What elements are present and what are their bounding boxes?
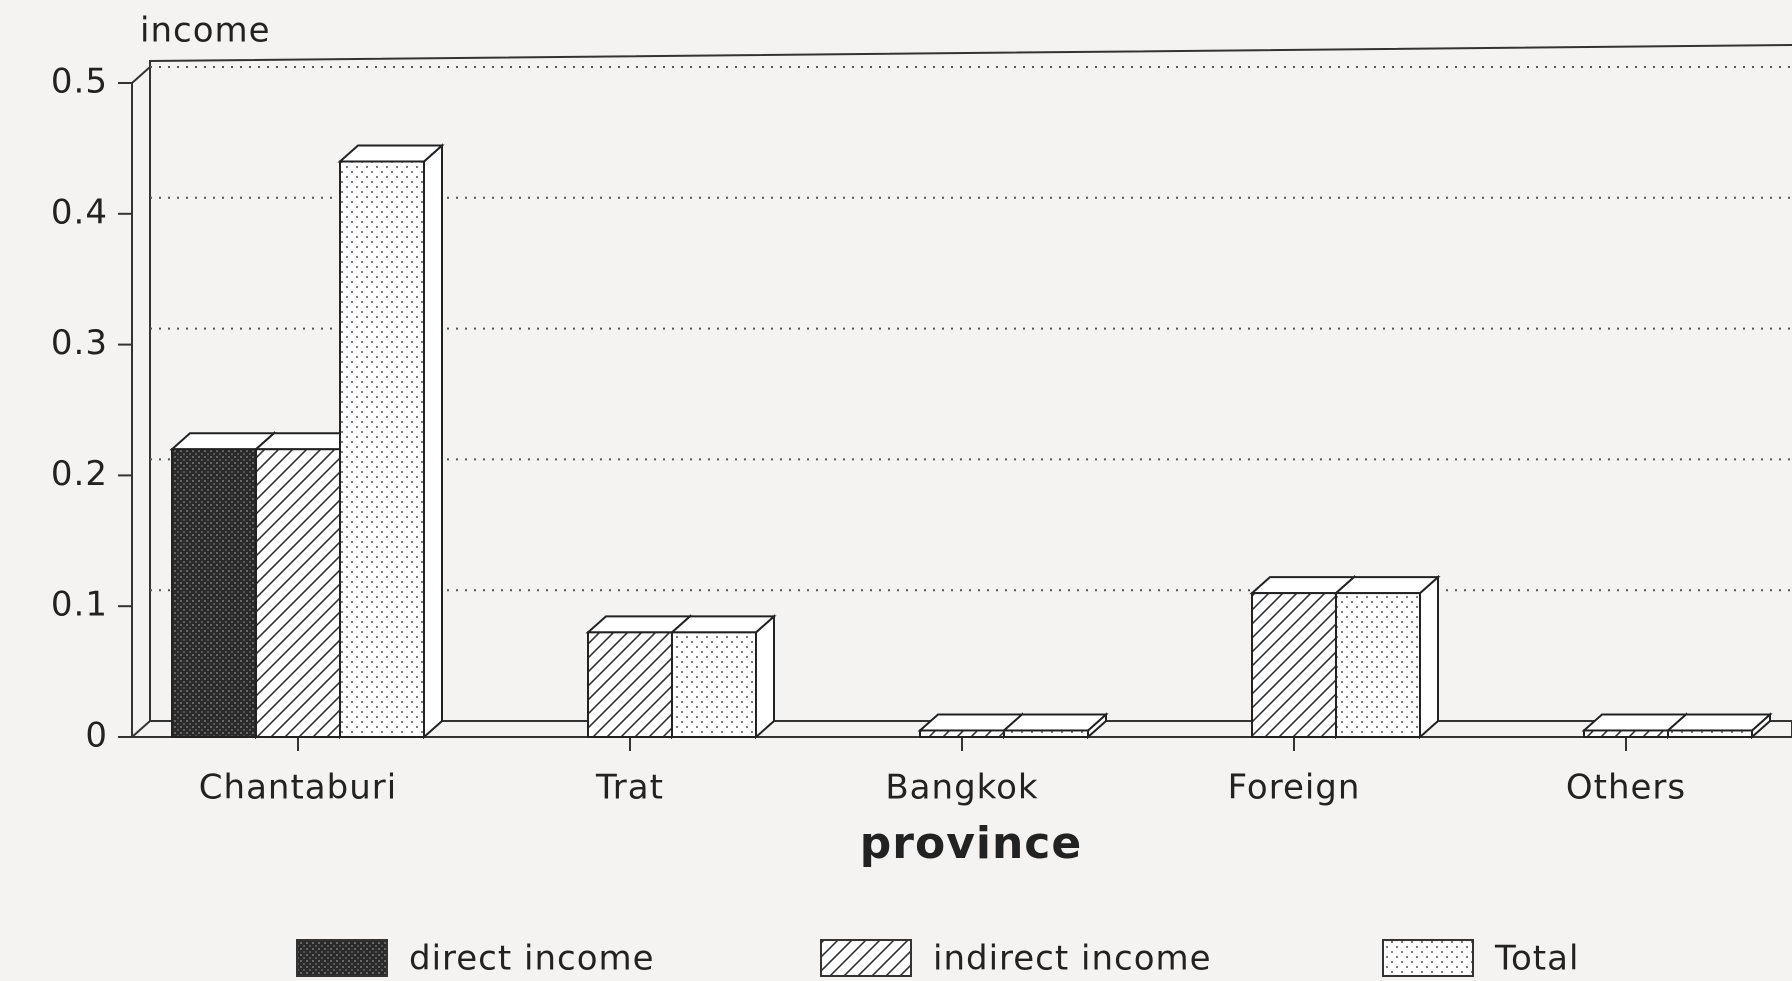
back-wall bbox=[149, 44, 1792, 721]
bar bbox=[669, 614, 777, 740]
legend-label: Total bbox=[1494, 939, 1579, 979]
bar bbox=[1001, 712, 1109, 740]
y-tick-label: 0.1 bbox=[51, 585, 108, 625]
y-tick-label: 0.3 bbox=[51, 323, 108, 363]
axis-join bbox=[131, 66, 151, 84]
x-tick-label: Trat bbox=[595, 768, 664, 808]
legend-swatch bbox=[1382, 939, 1474, 977]
bar bbox=[1665, 712, 1773, 740]
x-tick-label: Bangkok bbox=[885, 768, 1038, 808]
legend-swatch bbox=[296, 939, 388, 977]
y-tick-label: 0 bbox=[85, 716, 108, 756]
x-tick-label: Foreign bbox=[1228, 768, 1361, 808]
y-tick-label: 0.5 bbox=[51, 62, 108, 102]
y-tick-label: 0.4 bbox=[51, 192, 108, 232]
y-tick-label: 0.2 bbox=[51, 454, 108, 494]
x-tick-label: Others bbox=[1566, 768, 1686, 808]
y-axis-label: income bbox=[140, 11, 271, 51]
legend-label: direct income bbox=[409, 939, 655, 979]
x-axis-label: province bbox=[860, 818, 1082, 869]
x-tick-label: Chantaburi bbox=[199, 768, 397, 808]
legend-swatch bbox=[820, 939, 912, 977]
legend-label: indirect income bbox=[933, 939, 1212, 979]
bar bbox=[1333, 574, 1441, 740]
bar bbox=[337, 143, 445, 740]
